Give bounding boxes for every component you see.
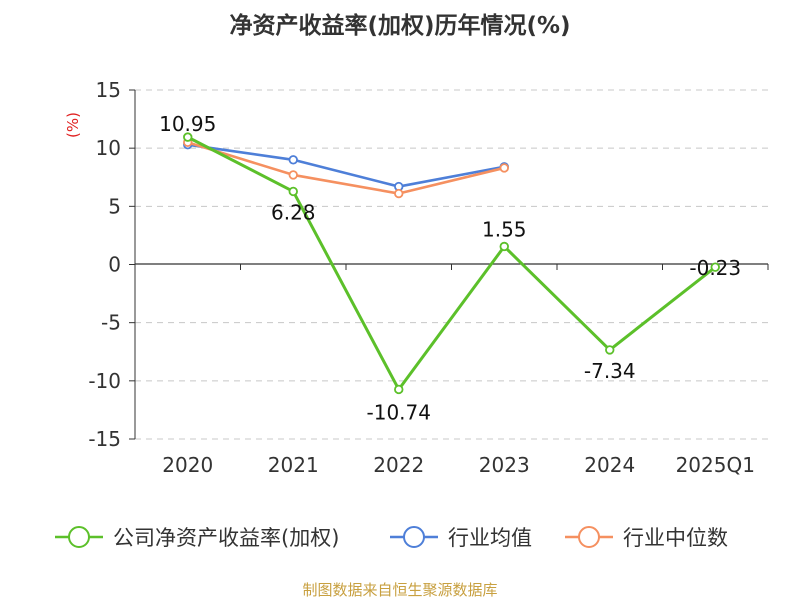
- legend-item: 公司净资产收益率(加权): [55, 526, 339, 550]
- data-label: -0.23: [689, 256, 741, 280]
- y-tick-label: 10: [96, 136, 121, 160]
- legend-label: 行业均值: [448, 526, 532, 550]
- data-point: [288, 170, 298, 180]
- y-tick-label: 15: [96, 78, 121, 102]
- data-label: 1.55: [482, 217, 527, 241]
- y-tick-label: -5: [101, 311, 121, 335]
- x-tick-label: 2024: [584, 453, 635, 477]
- data-label: -10.74: [367, 400, 431, 424]
- legend-item: 行业均值: [390, 526, 532, 550]
- data-label: 6.28: [271, 200, 316, 224]
- legend-item: 行业中位数: [565, 526, 728, 550]
- data-point: [394, 188, 404, 199]
- x-tick-label: 2021: [268, 453, 319, 477]
- data-point: [499, 241, 509, 252]
- y-tick-label: 5: [108, 194, 121, 218]
- series-2: [183, 137, 509, 199]
- series-line: [187, 135, 717, 391]
- series-line: [187, 141, 505, 195]
- x-tick-label: 2023: [479, 453, 530, 477]
- legend-label: 公司净资产收益率(加权): [113, 526, 339, 550]
- data-point: [288, 186, 298, 197]
- x-tick-label: 2020: [162, 453, 213, 477]
- legend: 公司净资产收益率(加权) 行业均值 行业中位数: [55, 526, 728, 550]
- data-point: [710, 262, 720, 272]
- y-tick-label: -15: [88, 427, 121, 451]
- chart-title: 净资产收益率(加权)历年情况(%): [229, 12, 570, 39]
- axes: 15 10 5 0 -5 -10 -15 2020 2021 2022 2023 2024 2025Q1: [88, 78, 769, 477]
- data-label: 10.95: [159, 112, 216, 136]
- data-point: [499, 163, 509, 173]
- legend-label: 行业中位数: [623, 526, 728, 550]
- legend-marker: [68, 526, 90, 548]
- data-point: [288, 155, 298, 165]
- series-lines: [183, 132, 720, 395]
- data-point: [183, 132, 193, 142]
- y-tick-label: 0: [108, 253, 121, 277]
- series-line: [187, 143, 505, 188]
- data-label: -7.34: [584, 359, 636, 383]
- legend-marker: [578, 526, 600, 548]
- data-labels: 10.95 6.28 -10.74 1.55 -7.34 -0.23: [159, 112, 741, 424]
- y-axis-unit-label: (%): [64, 112, 82, 138]
- data-point: [394, 384, 404, 395]
- series-0: [183, 132, 720, 395]
- x-tick-label: 2025Q1: [676, 453, 755, 477]
- x-tick-label: 2022: [373, 453, 424, 477]
- y-tick-label: -10: [88, 369, 121, 393]
- legend-marker: [403, 526, 425, 548]
- data-point: [605, 345, 615, 355]
- source-note: 制图数据来自恒生聚源数据库: [302, 581, 497, 599]
